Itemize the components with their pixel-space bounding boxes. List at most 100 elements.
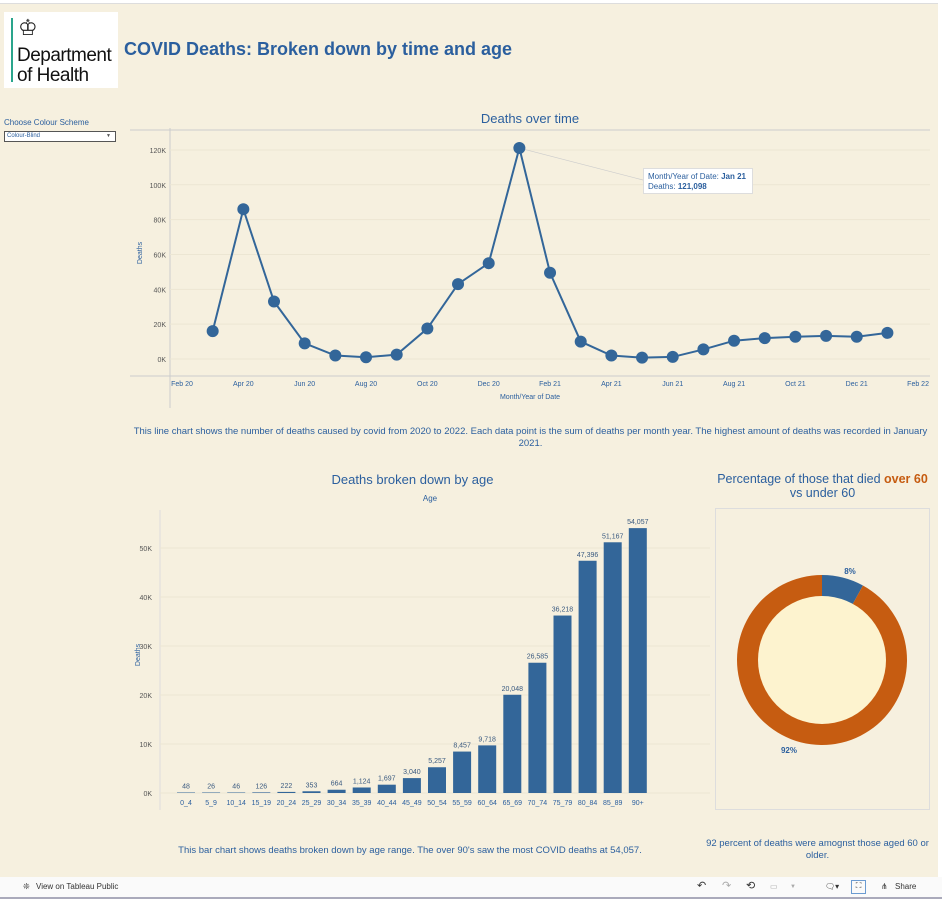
colour-scheme-label: Choose Colour Scheme	[4, 118, 89, 127]
bar	[553, 615, 572, 793]
bar-value-label: 353	[306, 782, 318, 789]
bar	[177, 792, 195, 793]
x-tick-label: Jun 20	[294, 381, 315, 388]
pie-chart-title: Percentage of those that died over 60 vs…	[715, 472, 930, 500]
bar-value-label: 51,167	[602, 533, 624, 540]
bar	[377, 784, 396, 793]
y-tick-label: 50K	[140, 546, 153, 553]
tooltip-value: Jan 21	[721, 172, 746, 181]
x-tick-label: 20_24	[277, 800, 297, 807]
x-tick-label: Apr 20	[233, 381, 254, 388]
bar-value-label: 26	[207, 784, 215, 791]
tableau-toolbar: ❊ View on Tableau Public ↶ ↷ ⟲ ▭ ▼ 🗨▾ ⛶ …	[0, 877, 942, 899]
series-line	[211, 147, 888, 359]
data-point	[636, 351, 649, 364]
data-point	[728, 334, 741, 347]
bar-value-label: 9,718	[478, 736, 496, 743]
line-chart: 0K 20K 40K 60K 80K 100K 120K Feb 20 Apr 20 Jun 20…	[130, 128, 930, 408]
bar	[528, 662, 547, 793]
x-tick-label: 80_84	[578, 800, 598, 807]
data-point	[268, 295, 281, 308]
bar	[277, 791, 296, 793]
bar-value-label: 222	[281, 783, 293, 790]
bar	[503, 694, 522, 793]
view-on-tableau-link[interactable]: View on Tableau Public	[36, 882, 119, 891]
x-tick-label: 85_89	[603, 800, 623, 807]
royal-crest-icon: ♔	[18, 15, 38, 40]
bar	[628, 528, 647, 793]
comment-icon[interactable]: 🗨▾	[825, 882, 840, 891]
slice-label: 92%	[781, 746, 797, 755]
x-tick-label: Feb 20	[171, 381, 193, 388]
undo-icon[interactable]: ↶	[697, 880, 707, 892]
bar-value-label: 47,396	[577, 552, 599, 559]
bar-value-label: 54,057	[627, 519, 649, 526]
data-point	[697, 343, 710, 356]
bar-chart: 0K 10K 20K 30K 40K 50K Deaths 48 0_4 26 5_9 46 10_14…	[135, 510, 710, 810]
tooltip-value: 121,098	[677, 182, 707, 191]
x-tick-label: Apr 21	[601, 381, 622, 388]
donut-hole	[758, 596, 886, 724]
x-tick-label: 90+	[632, 800, 644, 807]
x-tick-label: 60_64	[477, 800, 497, 807]
bar-value-label: 126	[255, 783, 267, 790]
bar-value-label: 5,257	[428, 758, 446, 765]
bar	[327, 789, 346, 793]
x-tick-label: Dec 20	[478, 381, 500, 388]
bar-value-label: 8,457	[453, 743, 471, 750]
data-point	[574, 335, 587, 348]
y-tick-label: 20K	[140, 693, 153, 700]
bar	[202, 792, 221, 793]
x-tick-label: Feb 21	[539, 381, 561, 388]
revert-icon[interactable]: ⟲	[746, 880, 756, 892]
x-tick-label: 50_54	[427, 800, 447, 807]
bar	[302, 791, 321, 793]
department-of-health-logo: ♔ Department of Health	[4, 12, 118, 88]
bar	[578, 560, 597, 793]
colour-scheme-select[interactable]: Colour-Blind ▼	[4, 131, 116, 142]
x-tick-label: 0_4	[180, 800, 192, 807]
data-point	[329, 349, 342, 362]
bar	[603, 542, 622, 793]
x-tick-label: Aug 21	[723, 381, 745, 388]
pause-icon[interactable]: ▭	[770, 882, 778, 891]
x-tick-label: Oct 20	[417, 381, 438, 388]
bar	[352, 787, 371, 793]
tableau-icon: ❊	[23, 882, 30, 891]
bar-value-label: 26,585	[527, 654, 549, 661]
bar-value-label: 1,124	[353, 778, 371, 785]
x-tick-label: Jun 21	[662, 381, 683, 388]
fullscreen-icon[interactable]: ⛶	[851, 880, 866, 894]
x-tick-label: 70_74	[528, 800, 548, 807]
chevron-down-icon: ▼	[106, 133, 111, 139]
slice-label: 8%	[844, 567, 856, 576]
share-icon[interactable]: ⋔	[881, 882, 888, 891]
colour-scheme-value: Colour-Blind	[7, 133, 41, 139]
x-tick-label: 55_59	[452, 800, 472, 807]
dropdown-icon[interactable]: ▼	[790, 884, 796, 890]
bar-value-label: 20,048	[502, 686, 524, 693]
bar	[402, 778, 421, 793]
y-tick-label: 20K	[154, 322, 167, 329]
bar	[478, 745, 497, 793]
data-point	[605, 349, 618, 362]
tooltip-leader	[519, 147, 644, 181]
bar-value-label: 664	[331, 781, 343, 788]
bar-value-label: 46	[232, 784, 240, 791]
x-tick-label: Feb 22	[907, 381, 929, 388]
bar-value-label: 36,218	[552, 607, 574, 614]
y-tick-label: 80K	[154, 218, 167, 225]
y-tick-label: 40K	[154, 287, 167, 294]
data-point	[758, 332, 771, 345]
data-point	[850, 330, 863, 343]
bar-value-label: 1,697	[378, 776, 396, 783]
x-tick-label: 5_9	[205, 800, 217, 807]
redo-icon[interactable]: ↷	[722, 880, 732, 892]
data-point	[881, 326, 894, 339]
data-point	[360, 351, 373, 364]
data-point	[452, 278, 465, 291]
share-button[interactable]: Share	[895, 882, 917, 891]
y-tick-label: 10K	[140, 742, 153, 749]
y-axis-title: Deaths	[135, 643, 142, 666]
data-point	[298, 337, 311, 350]
